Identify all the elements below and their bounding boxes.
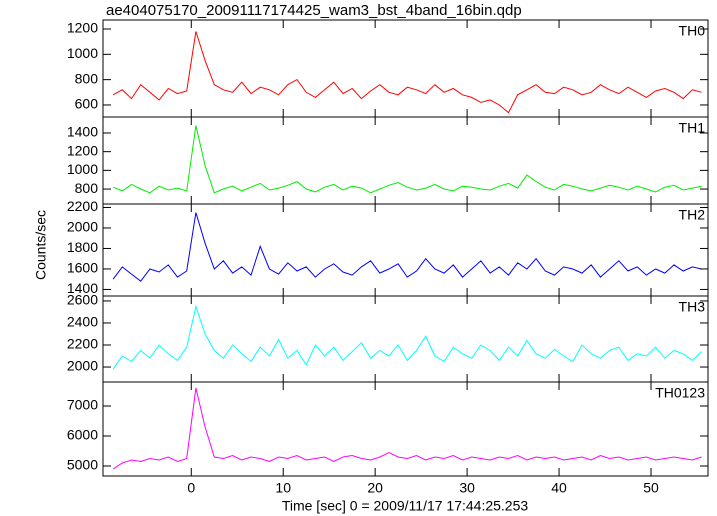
panel-label: TH3: [679, 299, 706, 315]
light-curve: [112, 31, 702, 114]
x-tick-label: 10: [275, 480, 291, 496]
light-curve: [112, 304, 702, 370]
panel-frame: [102, 203, 709, 297]
panel-frame: [102, 19, 709, 118]
light-curve: [112, 125, 702, 194]
y-tick-label: 2200: [67, 198, 98, 214]
y-tick-label: 800: [75, 180, 99, 196]
y-tick-label: 800: [75, 70, 99, 86]
x-tick-label: 30: [459, 480, 475, 496]
panel-label: TH2: [679, 207, 706, 223]
y-tick-label: 1600: [67, 260, 98, 276]
panel-frame: [102, 116, 709, 205]
y-tick-label: 2600: [67, 292, 98, 308]
y-tick-label: 2000: [67, 219, 98, 235]
light-curve: [112, 212, 702, 282]
y-tick-label: 1200: [67, 142, 98, 158]
y-tick-label: 1000: [67, 45, 98, 61]
y-tick-label: 2200: [67, 336, 98, 352]
x-tick-label: 20: [367, 480, 383, 496]
y-tick-label: 5000: [67, 457, 98, 473]
y-tick-label: 1400: [67, 124, 98, 140]
y-tick-label: 1800: [67, 239, 98, 255]
y-axis-label: Counts/sec: [33, 210, 49, 280]
y-tick-label: 2400: [67, 314, 98, 330]
y-tick-label: 1400: [67, 280, 98, 296]
y-tick-label: 6000: [67, 427, 98, 443]
y-tick-label: 1000: [67, 161, 98, 177]
light-curve: [112, 387, 702, 470]
panel-frame: [102, 381, 709, 477]
y-tick-label: 600: [75, 96, 99, 112]
y-tick-label: 1200: [67, 20, 98, 36]
y-tick-label: 2000: [67, 358, 98, 374]
y-tick-label: 7000: [67, 397, 98, 413]
x-axis-label: Time [sec] 0 = 2009/11/17 17:44:25.253: [282, 498, 529, 514]
x-tick-label: 0: [187, 480, 195, 496]
panel-frame: [102, 295, 709, 383]
panel-label: TH1: [679, 120, 706, 136]
panel-label: TH0: [679, 23, 706, 39]
chart-title: ae404075170_20091117174425_wam3_bst_4ban…: [106, 2, 522, 19]
panel-label: TH0123: [655, 385, 705, 401]
x-tick-label: 50: [643, 480, 659, 496]
x-tick-label: 40: [551, 480, 567, 496]
